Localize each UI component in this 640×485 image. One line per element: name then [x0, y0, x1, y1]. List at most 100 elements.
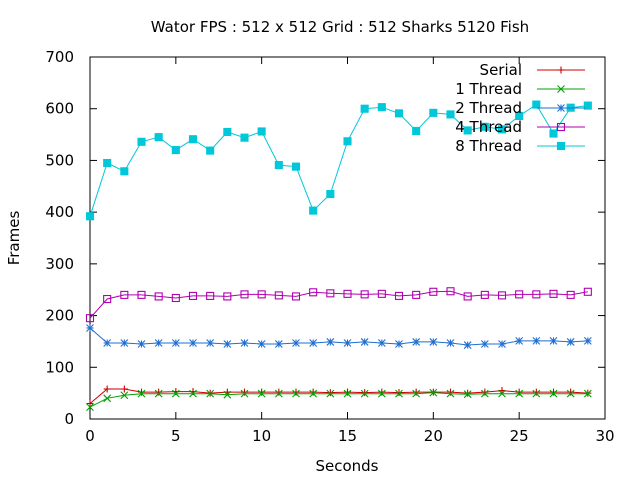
data-point	[171, 339, 180, 347]
legend-marker	[556, 122, 566, 132]
data-point	[223, 127, 232, 137]
data-point	[566, 338, 575, 346]
y-tick-label: 100	[45, 358, 74, 376]
data-point	[154, 339, 163, 347]
legend-marker	[557, 66, 565, 74]
series-2-thread	[86, 324, 592, 349]
data-point	[120, 339, 129, 347]
data-point	[429, 108, 438, 117]
data-point	[567, 388, 575, 396]
x-tick-label: 30	[595, 427, 614, 445]
series-serial	[86, 385, 592, 407]
data-point	[360, 338, 369, 346]
data-point	[223, 340, 232, 348]
data-point	[412, 290, 421, 299]
data-point	[377, 389, 386, 398]
data-point	[360, 104, 369, 113]
data-point	[274, 340, 283, 348]
data-point	[171, 146, 180, 155]
x-tick-label: 15	[338, 427, 357, 445]
data-point	[515, 290, 524, 299]
data-point	[103, 339, 112, 347]
data-point	[446, 389, 455, 398]
data-point	[429, 287, 438, 296]
data-point	[412, 388, 420, 396]
data-point	[326, 289, 335, 298]
data-point	[463, 341, 472, 349]
y-tick-label: 600	[45, 100, 74, 118]
data-point	[566, 290, 575, 299]
data-point	[344, 388, 351, 396]
data-point	[377, 339, 386, 347]
data-point	[309, 206, 318, 215]
data-point	[223, 390, 232, 399]
data-point	[446, 110, 455, 119]
data-point	[498, 389, 506, 398]
data-point	[497, 291, 507, 300]
data-point	[343, 137, 352, 146]
legend-label: Serial	[480, 61, 522, 79]
data-point	[532, 100, 541, 109]
data-point	[206, 146, 215, 155]
data-point	[583, 389, 592, 398]
data-point	[515, 389, 524, 398]
data-point	[188, 135, 198, 144]
data-point	[343, 289, 352, 298]
data-point	[343, 389, 352, 398]
data-point	[583, 337, 592, 345]
data-point	[257, 389, 266, 398]
data-point	[103, 385, 111, 393]
data-point	[377, 289, 386, 298]
data-point	[206, 291, 215, 300]
data-point	[240, 290, 249, 299]
data-point	[309, 288, 318, 297]
legend-label: 8 Thread	[455, 137, 522, 155]
legend-marker	[557, 85, 565, 93]
x-tick-label: 5	[171, 427, 181, 445]
data-point	[395, 389, 403, 397]
data-point	[258, 388, 266, 396]
data-point	[120, 385, 128, 393]
data-point	[171, 293, 180, 303]
data-point	[188, 291, 198, 300]
data-point	[240, 133, 249, 142]
series-line	[89, 388, 588, 404]
data-point	[309, 389, 318, 398]
data-point	[120, 167, 129, 176]
data-point	[447, 388, 454, 396]
data-point	[515, 111, 524, 121]
data-point	[137, 389, 146, 398]
data-point	[292, 389, 300, 398]
data-point	[515, 337, 524, 345]
data-point	[137, 340, 146, 348]
data-point	[412, 126, 421, 136]
data-point	[291, 162, 301, 171]
data-point	[497, 125, 507, 134]
y-tick-label: 400	[45, 203, 74, 221]
data-point	[155, 388, 163, 396]
data-point	[240, 389, 249, 398]
data-point	[206, 389, 215, 398]
x-tick-label: 20	[424, 427, 443, 445]
x-axis-label: Seconds	[315, 457, 378, 475]
data-point	[275, 388, 283, 396]
series-line	[89, 290, 588, 319]
data-point	[274, 161, 283, 170]
data-point	[189, 339, 197, 347]
data-point	[429, 388, 438, 397]
data-point	[550, 388, 557, 396]
data-point	[549, 389, 558, 398]
data-point	[171, 389, 180, 398]
data-point	[583, 287, 592, 296]
data-point	[412, 389, 421, 398]
data-point	[532, 337, 541, 345]
data-point	[274, 291, 283, 300]
legend-marker	[557, 104, 565, 112]
data-point	[395, 340, 403, 348]
data-point	[549, 129, 558, 138]
y-tick-label: 500	[45, 151, 74, 169]
y-tick-label: 300	[45, 255, 74, 273]
series-line	[89, 392, 588, 408]
data-point	[86, 403, 94, 411]
